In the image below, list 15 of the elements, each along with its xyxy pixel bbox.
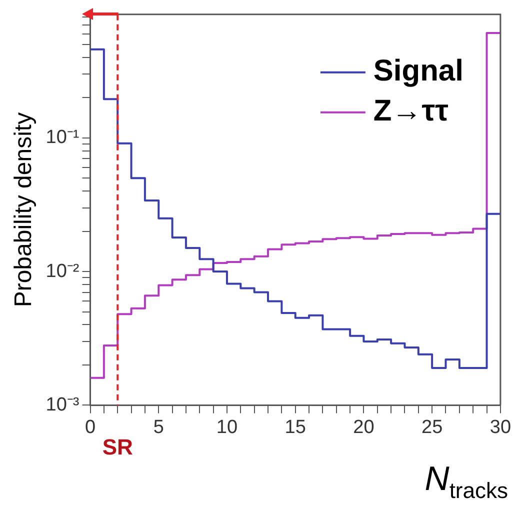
x-tick-label: 30 bbox=[490, 416, 512, 438]
x-tick-label: 25 bbox=[422, 416, 443, 438]
y-tick-label: 10⁻¹ bbox=[46, 127, 80, 148]
y-axis-title: Probability density bbox=[10, 112, 38, 308]
x-tick-label: 5 bbox=[153, 416, 164, 438]
legend-label: Signal bbox=[373, 54, 464, 88]
x-tick-label: 20 bbox=[353, 416, 374, 438]
y-tick-label: 10⁻³ bbox=[46, 394, 80, 416]
x-axis-title: N$_{tracks}$ bbox=[424, 460, 508, 504]
y-tick-label: 10⁻² bbox=[46, 260, 80, 282]
ref-line-label: SR bbox=[102, 434, 133, 460]
x-tick-label: 15 bbox=[284, 416, 306, 438]
x-tick-label: 10 bbox=[216, 416, 238, 438]
x-tick-label: 0 bbox=[84, 416, 96, 438]
legend-label: Z→ττ bbox=[373, 94, 449, 128]
